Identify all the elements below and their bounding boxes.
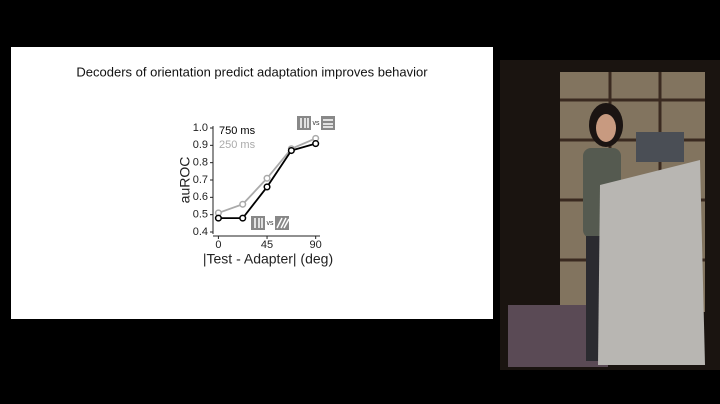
x-tick-label: 45 bbox=[261, 239, 273, 251]
annotation: vs bbox=[313, 120, 321, 127]
y-tick-label: 0.9 bbox=[193, 139, 208, 151]
data-point bbox=[239, 200, 247, 208]
data-point bbox=[312, 140, 320, 148]
y-tick-label: 0.6 bbox=[193, 191, 208, 203]
y-tick-label: 0.4 bbox=[193, 226, 208, 238]
data-point bbox=[263, 183, 271, 191]
speaker-face bbox=[596, 114, 616, 142]
podium bbox=[598, 160, 705, 365]
data-point bbox=[239, 214, 247, 222]
y-axis-label: auROC bbox=[177, 157, 193, 204]
grating-lines bbox=[300, 118, 309, 128]
data-point bbox=[287, 146, 295, 155]
chart-title: Decoders of orientation predict adaptati… bbox=[76, 64, 428, 79]
grating-lines bbox=[254, 218, 263, 228]
laptop bbox=[636, 132, 684, 162]
grating-icon bbox=[297, 116, 311, 130]
legend-label: 250 ms bbox=[219, 139, 256, 151]
grating-lines bbox=[323, 119, 333, 128]
y-tick-label: 1.0 bbox=[193, 122, 208, 134]
grating-icon bbox=[321, 116, 335, 130]
y-tick-label: 0.5 bbox=[193, 209, 208, 221]
data-point bbox=[214, 214, 222, 222]
y-tick-label: 0.7 bbox=[193, 174, 208, 186]
legend-label: 750 ms bbox=[219, 125, 256, 137]
x-tick-label: 90 bbox=[310, 239, 322, 251]
annotation: vs bbox=[267, 220, 275, 227]
grating-lines bbox=[276, 217, 290, 229]
slide bbox=[11, 47, 493, 319]
y-tick-label: 0.8 bbox=[193, 157, 208, 169]
data-point bbox=[263, 174, 271, 182]
grating-icon bbox=[251, 216, 265, 230]
x-tick-label: 0 bbox=[215, 239, 221, 251]
x-axis-label: |Test - Adapter| (deg) bbox=[203, 251, 333, 267]
